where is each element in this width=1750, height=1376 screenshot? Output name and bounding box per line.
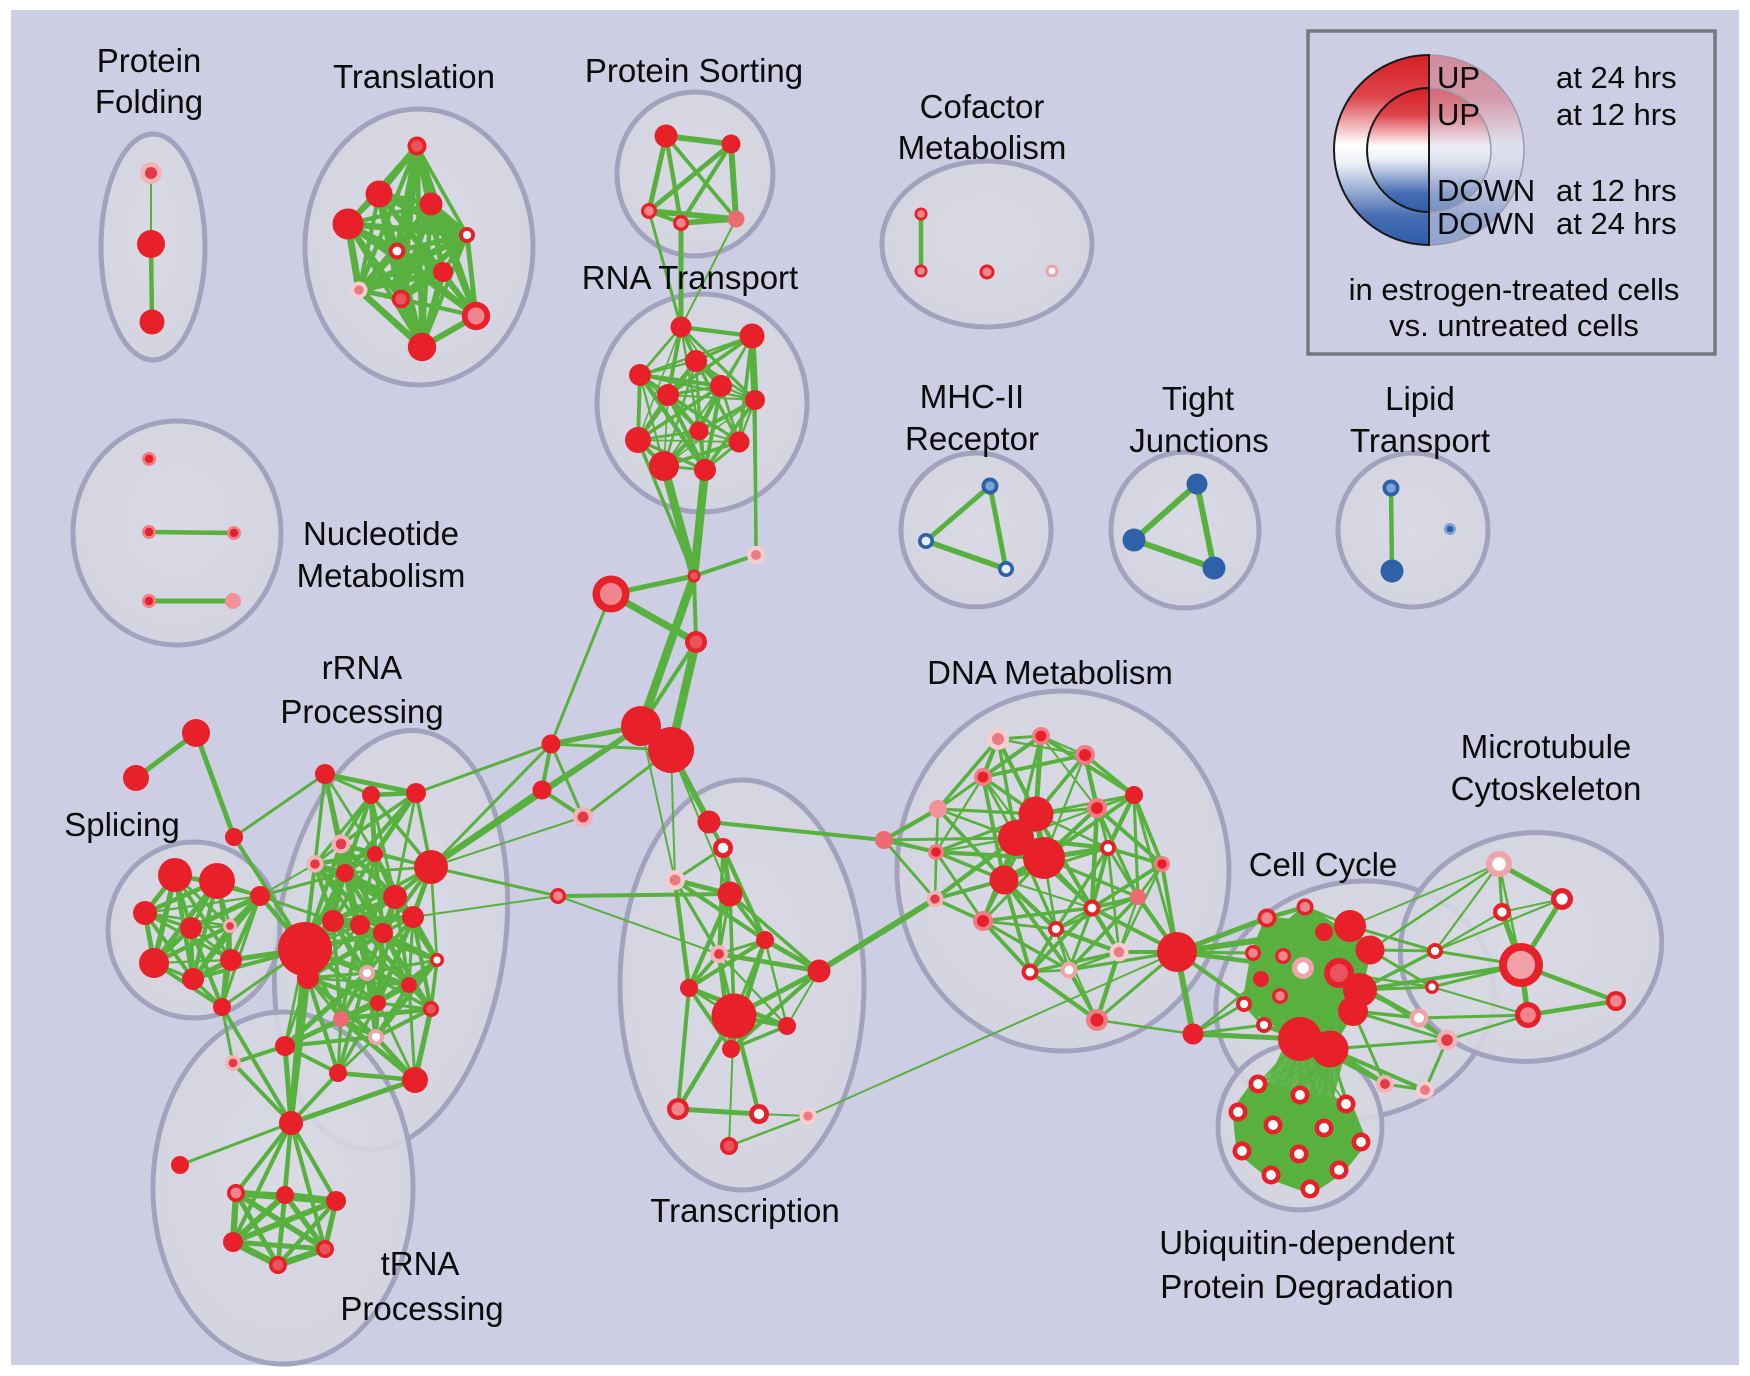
svg-text:Cell Cycle: Cell Cycle xyxy=(1249,846,1398,883)
svg-text:vs. untreated cells: vs. untreated cells xyxy=(1389,308,1639,343)
svg-text:tRNA: tRNA xyxy=(381,1245,460,1282)
svg-text:UP: UP xyxy=(1437,97,1480,132)
svg-text:Protein: Protein xyxy=(97,42,202,79)
svg-text:Metabolism: Metabolism xyxy=(898,129,1067,166)
svg-text:at 24 hrs: at 24 hrs xyxy=(1556,60,1677,95)
svg-text:Folding: Folding xyxy=(95,83,203,120)
svg-text:Microtubule: Microtubule xyxy=(1461,728,1632,765)
svg-text:Nucleotide: Nucleotide xyxy=(303,515,459,552)
svg-text:Cofactor: Cofactor xyxy=(920,88,1045,125)
svg-text:Protein Degradation: Protein Degradation xyxy=(1160,1268,1454,1305)
svg-text:Transcription: Transcription xyxy=(650,1192,840,1229)
svg-text:Junctions: Junctions xyxy=(1129,422,1268,459)
svg-text:DOWN: DOWN xyxy=(1437,173,1535,208)
svg-text:Processing: Processing xyxy=(280,693,443,730)
svg-text:DOWN: DOWN xyxy=(1437,206,1535,241)
svg-text:in estrogen-treated cells: in estrogen-treated cells xyxy=(1349,272,1680,307)
svg-text:DNA Metabolism: DNA Metabolism xyxy=(927,654,1173,691)
svg-text:UP: UP xyxy=(1437,60,1480,95)
svg-text:RNA Transport: RNA Transport xyxy=(582,259,798,296)
svg-text:Lipid: Lipid xyxy=(1385,380,1455,417)
svg-text:Splicing: Splicing xyxy=(64,806,180,843)
svg-text:Receptor: Receptor xyxy=(905,420,1039,457)
svg-text:MHC-II: MHC-II xyxy=(920,378,1024,415)
svg-text:Metabolism: Metabolism xyxy=(297,557,466,594)
svg-text:Tight: Tight xyxy=(1162,380,1234,417)
svg-text:Protein Sorting: Protein Sorting xyxy=(585,52,803,89)
svg-text:Processing: Processing xyxy=(340,1290,503,1327)
svg-text:Cytoskeleton: Cytoskeleton xyxy=(1451,770,1642,807)
svg-text:at 24 hrs: at 24 hrs xyxy=(1556,206,1677,241)
svg-text:Translation: Translation xyxy=(333,58,495,95)
svg-text:Transport: Transport xyxy=(1350,422,1490,459)
svg-text:at 12 hrs: at 12 hrs xyxy=(1556,97,1677,132)
svg-text:Ubiquitin-dependent: Ubiquitin-dependent xyxy=(1159,1224,1454,1261)
svg-text:rRNA: rRNA xyxy=(322,649,403,686)
svg-text:at 12 hrs: at 12 hrs xyxy=(1556,173,1677,208)
